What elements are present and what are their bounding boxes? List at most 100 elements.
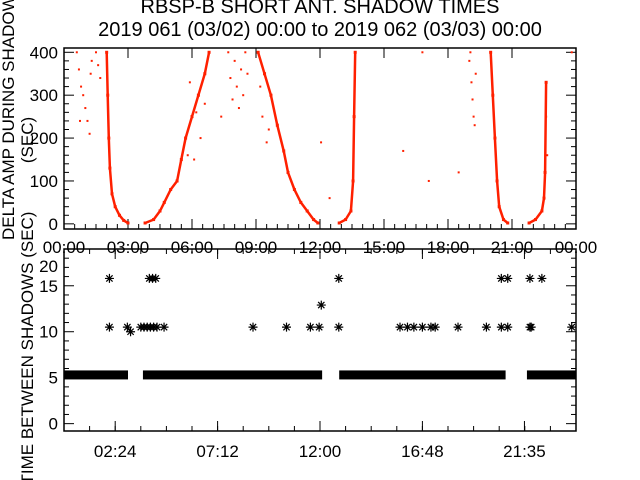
- amplitude-point: [491, 93, 495, 97]
- bottom-y-axis-label: TIME BETWEEN SHADOWS (SEC): [18, 212, 37, 480]
- interval-band-segment: [142, 370, 323, 380]
- interval-asterisk-point: [417, 322, 427, 332]
- amplitude-point: [497, 205, 501, 209]
- amplitude-point: [220, 115, 223, 118]
- amplitude-point: [471, 98, 474, 101]
- amplitude-point: [235, 85, 238, 88]
- interval-asterisk-point: [402, 322, 412, 332]
- amplitude-point: [457, 171, 460, 174]
- amplitude-point: [305, 209, 309, 213]
- amplitude-point: [244, 51, 247, 54]
- amplitude-series-curve: [338, 52, 357, 225]
- amplitude-point: [269, 93, 273, 97]
- y-tick-label: 5: [49, 369, 58, 388]
- amplitude-series-curve: [489, 52, 509, 224]
- amplitude-point: [169, 188, 173, 192]
- x-tick-label: 09:00: [235, 238, 278, 257]
- interval-asterisk-point: [567, 322, 577, 332]
- amplitude-point: [193, 158, 196, 161]
- amplitude-point: [493, 136, 497, 140]
- amplitude-point: [229, 77, 232, 80]
- amplitude-point: [195, 111, 198, 114]
- x-tick-label: 21:35: [503, 442, 546, 461]
- amplitude-point: [427, 179, 430, 182]
- amplitude-point: [113, 205, 117, 209]
- amplitude-point: [175, 179, 179, 183]
- interval-asterisk-point: [496, 273, 506, 283]
- x-tick-label: 03:00: [107, 238, 150, 257]
- amplitude-point: [267, 128, 270, 131]
- amplitude-point: [75, 51, 78, 54]
- interval-asterisk-point: [159, 322, 169, 332]
- amplitude-point: [203, 102, 206, 105]
- interval-asterisk-point: [409, 322, 419, 332]
- amplitude-point: [337, 221, 341, 225]
- y-tick-label: 15: [39, 277, 58, 296]
- interval-asterisk-point: [334, 273, 344, 283]
- amplitude-point: [84, 107, 87, 110]
- x-tick-label: 21:00: [491, 238, 534, 257]
- interval-band-segment: [64, 370, 128, 380]
- interval-asterisk-point: [282, 322, 292, 332]
- amplitude-point: [542, 196, 546, 200]
- interval-asterisk-point: [503, 273, 513, 283]
- interval-band-segment: [526, 370, 576, 380]
- amplitude-point: [190, 115, 194, 119]
- amplitude-point: [233, 59, 236, 62]
- y-tick-label: 300: [30, 86, 58, 105]
- amplitude-point: [282, 149, 286, 153]
- interval-asterisk-point: [316, 300, 326, 310]
- amplitude-point: [179, 158, 183, 162]
- amplitude-point: [90, 59, 93, 62]
- y-tick-label: 400: [30, 43, 58, 62]
- top-y-axis-units: (SEC): [18, 117, 37, 163]
- amplitude-point: [89, 72, 92, 75]
- y-tick-label: 0: [49, 415, 58, 434]
- interval-asterisk-point: [496, 322, 506, 332]
- x-tick-label: 15:00: [363, 238, 406, 257]
- amplitude-point: [540, 209, 544, 213]
- amplitude-point: [506, 221, 510, 225]
- amplitude-point: [320, 141, 323, 144]
- amplitude-point: [299, 200, 303, 204]
- interval-asterisk-point: [314, 322, 324, 332]
- interval-asterisk-point: [525, 273, 535, 283]
- amplitude-series-curve: [144, 52, 211, 225]
- amplitude-point: [316, 221, 320, 225]
- interval-asterisk-point: [334, 322, 344, 332]
- amplitude-point: [259, 85, 262, 88]
- x-tick-label: 00:00: [555, 238, 598, 257]
- y-tick-label: 10: [39, 323, 58, 342]
- amplitude-series-curve: [528, 82, 548, 225]
- amplitude-point: [107, 136, 111, 140]
- amplitude-point: [86, 119, 89, 122]
- amplitude-point: [122, 218, 126, 222]
- amplitude-point: [545, 115, 548, 118]
- amplitude-point: [495, 179, 499, 183]
- amplitude-point: [240, 68, 243, 71]
- amplitude-point: [95, 51, 97, 54]
- interval-asterisk-point: [151, 273, 161, 283]
- amplitude-point: [126, 221, 130, 225]
- x-tick-label: 12:00: [299, 238, 342, 257]
- amplitude-point: [421, 51, 424, 54]
- amplitude-point: [543, 170, 547, 174]
- amplitude-point: [231, 98, 234, 101]
- amplitude-point: [263, 72, 267, 76]
- amplitude-point: [474, 72, 477, 75]
- interval-asterisk-point: [152, 322, 162, 332]
- amplitude-point: [77, 68, 80, 71]
- amplitude-point: [227, 51, 230, 54]
- amplitude-point: [203, 72, 207, 76]
- amplitude-point: [82, 94, 85, 97]
- amplitude-point: [533, 218, 537, 222]
- amplitude-point: [473, 124, 476, 127]
- amplitude-point: [349, 209, 353, 213]
- interval-asterisk-point: [104, 322, 114, 332]
- amplitude-point: [312, 218, 316, 222]
- x-tick-label: 00:00: [43, 238, 86, 257]
- amplitude-point: [261, 115, 264, 118]
- amplitude-point: [237, 107, 240, 110]
- interval-asterisk-point: [305, 322, 315, 332]
